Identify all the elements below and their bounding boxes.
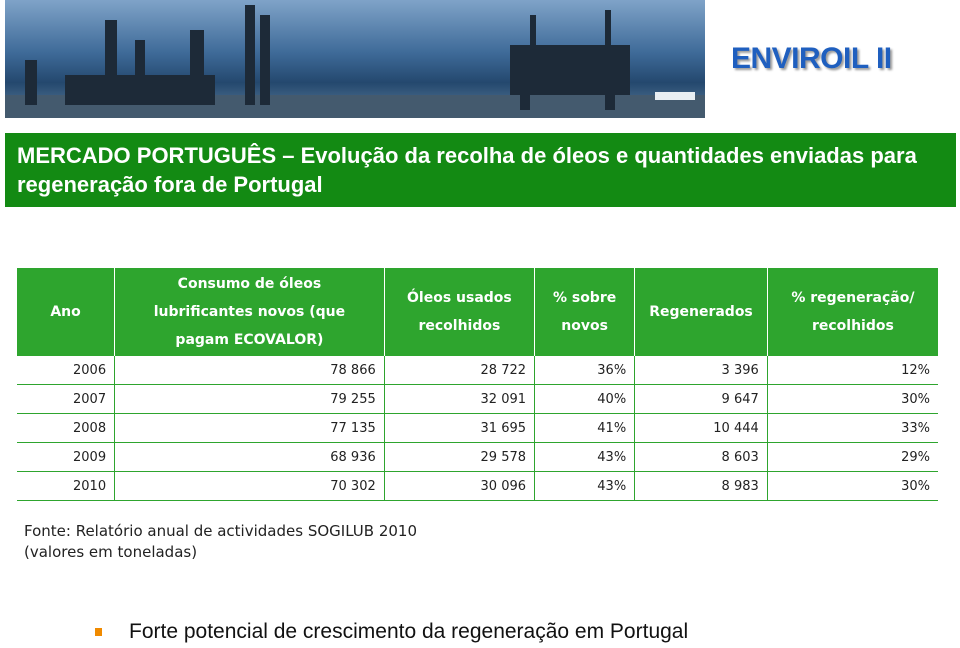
- table-cell: 68 936: [114, 442, 385, 472]
- subtitle: MERCADO PORTUGUÊS – Evolução da recolha …: [17, 143, 917, 197]
- table-row: 2008 77 135 31 695 41% 10 444 33%: [17, 413, 938, 443]
- table-cell: 43%: [534, 442, 635, 472]
- data-table: Ano Consumo de óleos lubrificantes novos …: [17, 268, 938, 501]
- table-row: 2009 68 936 29 578 43% 8 603 29%: [17, 442, 938, 472]
- table-cell: 2009: [17, 442, 115, 472]
- table-cell: 2007: [17, 384, 115, 414]
- units-note: (valores em toneladas): [24, 543, 198, 561]
- table-row: 2006 78 866 28 722 36% 3 396 12%: [17, 356, 938, 385]
- table-cell: 30 096: [383, 471, 535, 501]
- table-cell: 8 603: [634, 442, 768, 472]
- title: ENVIROIL II: [731, 42, 892, 75]
- column-header: Óleos usados recolhidos: [383, 268, 535, 356]
- bullet-marker: [95, 628, 102, 636]
- table-cell: 41%: [534, 413, 635, 443]
- table-cell: 2010: [17, 471, 115, 501]
- table-cell: 36%: [534, 356, 635, 385]
- table-cell: 9 647: [634, 384, 768, 414]
- column-header: % sobre novos: [534, 268, 635, 356]
- column-header: Consumo de óleos lubrificantes novos (qu…: [114, 268, 385, 356]
- table-cell: 29 578: [383, 442, 535, 472]
- source-note: Fonte: Relatório anual de actividades SO…: [24, 522, 418, 540]
- table-head: Ano Consumo de óleos lubrificantes novos …: [17, 268, 938, 356]
- industrial-silhouette: [5, 5, 705, 118]
- table-cell: 8 983: [634, 471, 768, 501]
- table-cell: 30%: [766, 471, 938, 501]
- column-header: Regenerados: [634, 268, 768, 356]
- bullet-text: Forte potencial de crescimento da regene…: [129, 620, 689, 643]
- table-cell: 31 695: [383, 413, 535, 443]
- table-cell: 30%: [766, 384, 938, 414]
- table-cell: 70 302: [114, 471, 385, 501]
- column-header: % regeneração/ recolhidos: [766, 268, 938, 356]
- table-cell: 79 255: [114, 384, 385, 414]
- table-cell: 40%: [534, 384, 635, 414]
- table-cell: 2006: [17, 356, 115, 385]
- table-body: 2006 78 866 28 722 36% 3 396 12% 2007 79 255 32 …: [17, 356, 938, 501]
- table-row: 2010 70 302 30 096 43% 8 983 30%: [17, 471, 938, 501]
- subtitle-band: MERCADO PORTUGUÊS – Evolução da recolha …: [5, 133, 956, 207]
- table-cell: 32 091: [383, 384, 535, 414]
- table-cell: 29%: [766, 442, 938, 472]
- table-cell: 2008: [17, 413, 115, 443]
- table-cell: 3 396: [634, 356, 768, 385]
- table-row: 2007 79 255 32 091 40% 9 647 30%: [17, 384, 938, 414]
- column-header: Ano: [17, 268, 115, 356]
- table-cell: 12%: [766, 356, 938, 385]
- table-cell: 10 444: [634, 413, 768, 443]
- table-cell: 28 722: [383, 356, 535, 385]
- table-cell: 77 135: [114, 413, 385, 443]
- table-cell: 78 866: [114, 356, 385, 385]
- table-cell: 33%: [766, 413, 938, 443]
- table-cell: 43%: [534, 471, 635, 501]
- header-row: Ano Consumo de óleos lubrificantes novos …: [17, 268, 938, 356]
- header-image: [5, 0, 705, 118]
